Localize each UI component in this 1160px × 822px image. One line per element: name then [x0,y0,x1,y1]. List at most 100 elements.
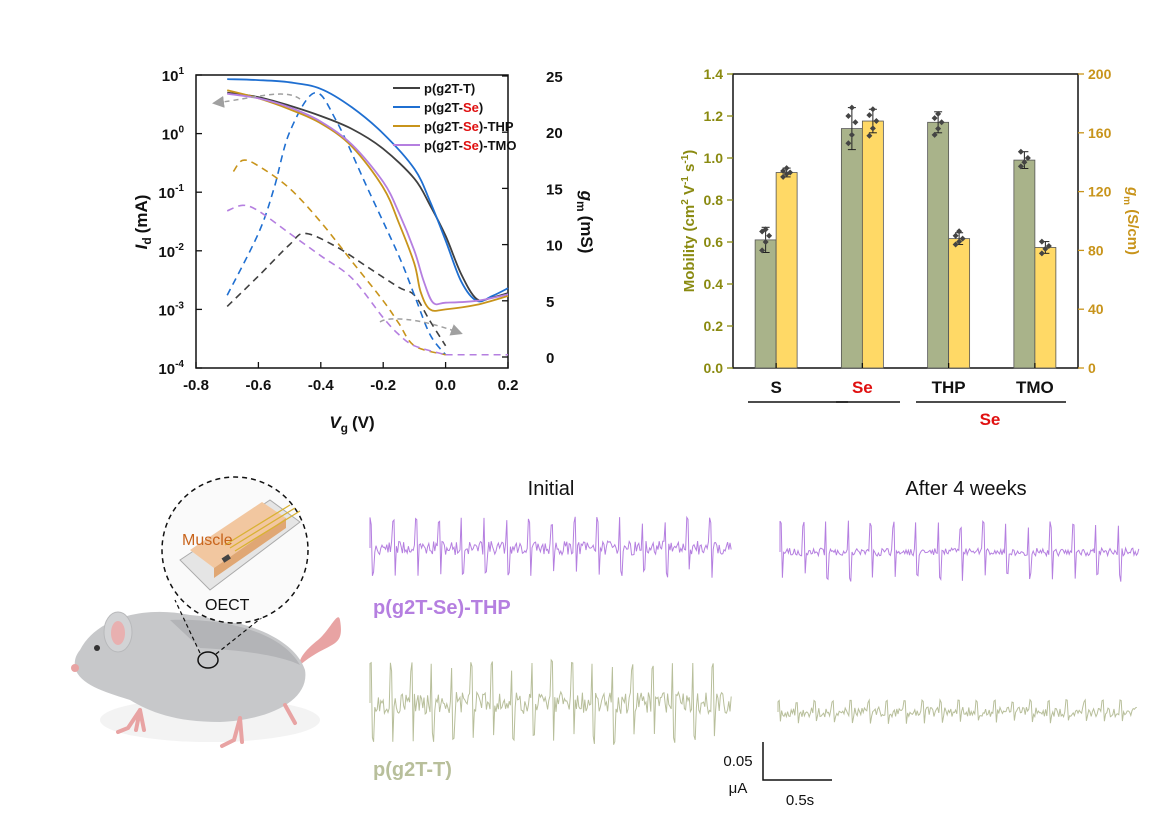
data-point [1038,238,1045,245]
x-tick-label: -0.8 [183,377,209,394]
y-axis-ticks: 0.0 0.2 0.4 0.6 0.8 1.0 1.2 1.4 [704,66,733,376]
y2-tick-label: 120 [1088,184,1112,200]
y-tick-label: 1.4 [704,66,724,82]
y-tick-label: 0.8 [704,192,724,208]
y-tick-label: 10-2 [158,242,184,261]
group-label-se: Se [980,410,1001,429]
y-axis-label: Id(mA) [132,195,154,250]
x-tick-label: 0.2 [498,377,519,394]
data-point [931,131,938,138]
mouse-nose [71,664,79,672]
category-label: THP [932,378,966,397]
data-point [780,168,787,175]
data-point [787,169,794,176]
mouse-illustration [71,594,341,748]
plot-frame [732,73,1079,369]
data-point [762,226,769,233]
plot-frame [195,74,509,369]
data-point [869,125,876,132]
data-point [1017,163,1024,170]
data-point [866,112,873,119]
y2-tick-label: 15 [546,181,563,198]
sweep-direction-arrow-right [379,318,463,336]
legend-label: p(g2T-Se) [424,100,483,115]
x-axis-ticks: -0.8 -0.6 -0.4 -0.2 0.0 0.2 [183,362,518,394]
mouse-hind-paw [220,716,244,748]
legend-label: p(g2T-Se)-THP [424,119,514,134]
data-point [759,247,766,254]
mouse-ear-inner [111,621,125,645]
x-axis-label: Vg (V) [329,413,374,435]
data-point [848,104,855,111]
data-point [1038,250,1045,257]
legend-item: p(g2T-Se)-THP [393,119,514,134]
data-point [780,173,787,180]
data-point [845,113,852,119]
mouse-back-shade [170,619,300,665]
trace-thp-4-weeks [779,520,1140,582]
category-label: Se [852,378,873,397]
implant-site-marker [197,651,219,669]
data-point [766,232,773,239]
mouse-tail [299,617,341,665]
scale-bar-lines [762,742,832,781]
legend-item: p(g2T-T) [393,81,475,96]
gm-curve [232,159,446,356]
y-tick-label: 0.6 [704,234,724,250]
column-title-after-4-weeks: After 4 weeks [905,478,1026,500]
y-tick-label: 0.4 [704,276,724,292]
scale-horizontal-value: 0.5s [786,792,814,809]
data-point [1024,155,1031,161]
category-label: TMO [1016,378,1054,397]
legend-item: p(g2T-Se) [393,100,483,115]
scale-vertical-value: 0.05 [723,753,752,770]
y2-tick-label: 20 [546,125,563,142]
zoom-guide-line [174,599,201,654]
scale-bar: 0.05 μA 0.5s [723,742,832,809]
y-tick-label: 100 [162,125,185,144]
bar-gm [775,172,798,369]
y2-tick-label: 0 [1088,360,1096,376]
gm-curve [226,204,446,356]
muscle-tissue-side [214,518,286,578]
category-label: S [770,378,781,397]
legend: p(g2T-T) p(g2T-Se) p(g2T-Se)-THP p(g2T-S… [393,81,516,153]
y-axis-label: Mobility (cm2 V-1 s-1) [680,150,698,293]
data-point [931,115,938,122]
data-point [1021,159,1028,166]
mouse-eye [94,645,100,651]
y-axis-ticks: 101 100 10-1 10-2 10-3 10-4 [158,66,202,378]
y-tick-label: 0.0 [704,360,724,376]
device-zoom-inset: Muscle OECT [161,476,309,624]
bar-gm [1034,247,1057,369]
bar-mobility [927,121,950,369]
data-point [869,106,876,113]
y2-axis-label: gm (S/cm) [1121,186,1141,255]
in-vivo-recording-panel: Muscle OECT Initial After 4 weeks p(g2T-… [71,476,1140,809]
legend-label: p(g2T-Se)-TMO [424,138,516,153]
data-point [783,165,790,172]
mouse-front-paw [116,708,146,734]
data-point [952,241,959,248]
data-point [848,131,855,138]
category-labels: S Se THP TMO [770,363,1054,397]
device-electrodes [224,504,301,552]
y-tick-label: 1.2 [704,108,724,124]
y-tick-label: 10-3 [158,300,184,319]
transfer-curve-chart: -0.8 -0.6 -0.4 -0.2 0.0 0.2 10110010-110-210-… [132,66,596,435]
trace-label-thp: p(g2T-Se)-THP [373,597,511,619]
y2-tick-label: 80 [1088,242,1104,258]
x-tick-label: 0.0 [435,377,456,394]
data-point [952,232,959,239]
bar-mobility [840,128,863,369]
x-tick-label: -0.2 [370,377,396,394]
data-point [935,110,942,117]
data-point [935,125,942,132]
y2-tick-label: 40 [1088,301,1104,317]
data-point [845,140,852,147]
oect-channel [221,554,231,563]
y2-axis-label: gm(mS) [574,190,596,254]
y-tick-label: 10-4 [158,359,184,378]
gm-curve [226,232,447,347]
oect-label: OECT [205,597,250,614]
